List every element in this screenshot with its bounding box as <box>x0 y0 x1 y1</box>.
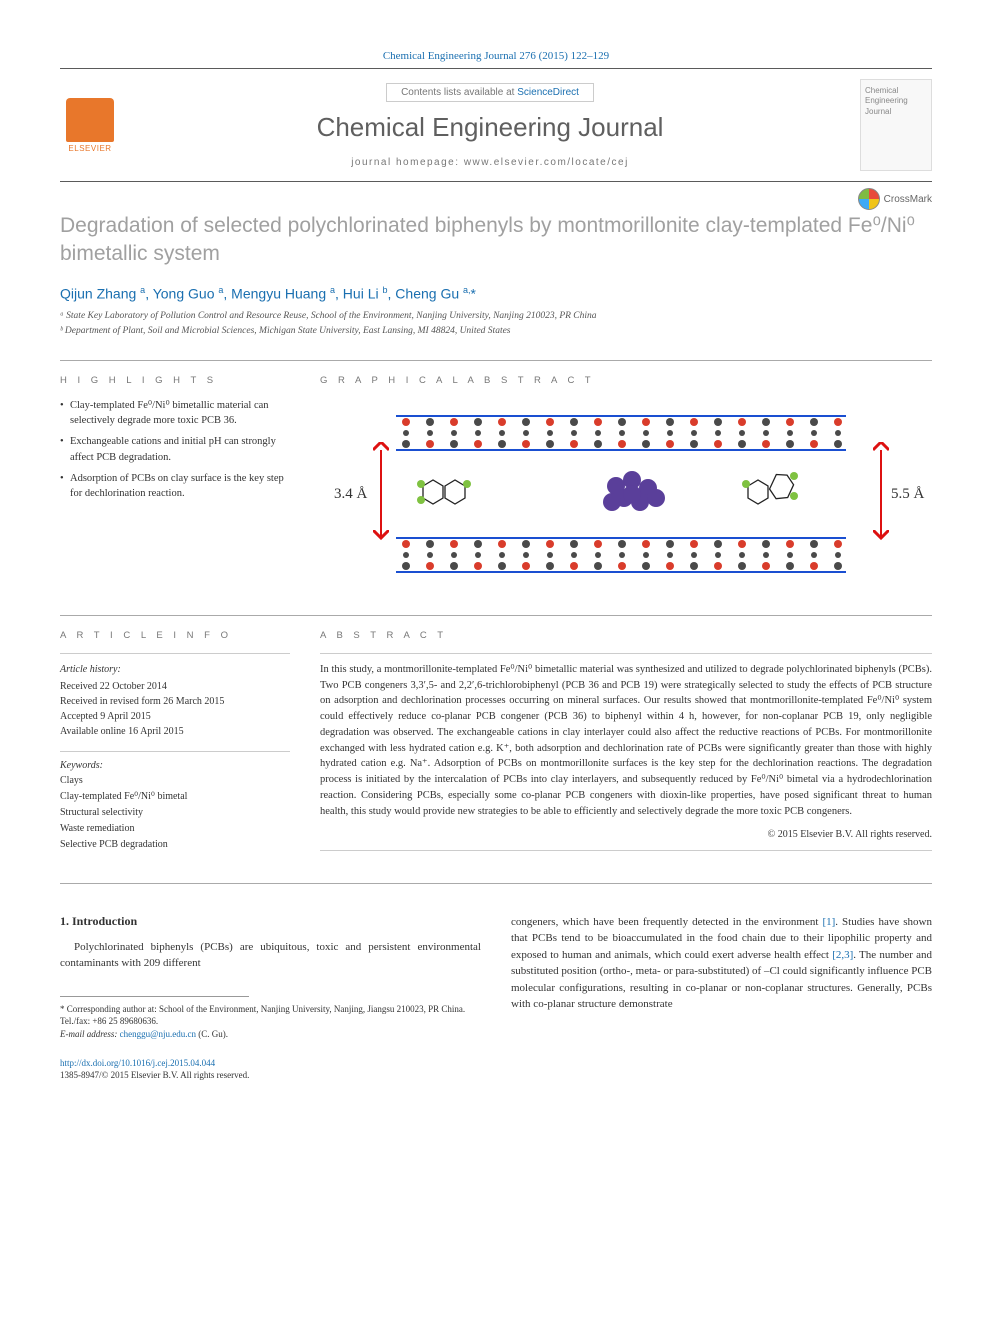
highlights-label: H I G H L I G H T S <box>60 375 290 386</box>
affiliations: ᵃ State Key Laboratory of Pollution Cont… <box>60 309 932 338</box>
keyword: Selective PCB degradation <box>60 837 290 853</box>
keyword: Structural selectivity <box>60 805 290 821</box>
doi-link[interactable]: http://dx.doi.org/10.1016/j.cej.2015.04.… <box>60 1058 215 1068</box>
graphical-abstract-figure: 3.4 Å 5.5 Å <box>320 398 932 593</box>
keyword: Waste remediation <box>60 821 290 837</box>
journal-header: ELSEVIER Contents lists available at Sci… <box>60 68 932 182</box>
keyword: Clay-templated Fe⁰/Ni⁰ bimetal <box>60 789 290 805</box>
crossmark-icon <box>858 188 880 210</box>
abstract-label: A B S T R A C T <box>320 630 932 641</box>
history-heading: Article history: <box>60 662 290 677</box>
article-info-section: A R T I C L E I N F O Article history: R… <box>60 630 290 853</box>
history-line: Received 22 October 2014 <box>60 679 290 694</box>
crossmark-badge[interactable]: CrossMark <box>858 188 932 210</box>
abstract-section: A B S T R A C T In this study, a montmor… <box>320 630 932 853</box>
highlights-section: H I G H L I G H T S Clay-templated Fe⁰/N… <box>60 375 290 593</box>
journal-cover-thumbnail: Chemical Engineering Journal <box>860 79 932 171</box>
right-gap-label: 5.5 Å <box>891 486 925 502</box>
keywords-heading: Keywords: <box>60 760 290 771</box>
highlight-item: Clay-templated Fe⁰/Ni⁰ bimetallic materi… <box>60 398 290 428</box>
article-info-label: A R T I C L E I N F O <box>60 630 290 641</box>
history-line: Available online 16 April 2015 <box>60 724 290 739</box>
graphical-abstract-label: G R A P H I C A L A B S T R A C T <box>320 375 932 386</box>
journal-name: Chemical Engineering Journal <box>136 112 844 143</box>
history-line: Received in revised form 26 March 2015 <box>60 694 290 709</box>
contents-available: Contents lists available at ScienceDirec… <box>386 83 594 102</box>
intro-heading: 1. Introduction <box>60 914 481 929</box>
email-link[interactable]: chenggu@nju.edu.cn <box>120 1029 196 1039</box>
affiliation-b: ᵇ Department of Plant, Soil and Microbia… <box>60 324 932 338</box>
journal-homepage: journal homepage: www.elsevier.com/locat… <box>136 157 844 168</box>
keyword: Clays <box>60 773 290 789</box>
citation-line: Chemical Engineering Journal 276 (2015) … <box>60 50 932 62</box>
sciencedirect-link[interactable]: ScienceDirect <box>517 87 579 98</box>
affiliation-a: ᵃ State Key Laboratory of Pollution Cont… <box>60 309 932 323</box>
history-line: Accepted 9 April 2015 <box>60 709 290 724</box>
author-list: Qijun Zhang a, Yong Guo a, Mengyu Huang … <box>60 285 932 302</box>
highlight-item: Adsorption of PCBs on clay surface is th… <box>60 471 290 501</box>
elsevier-logo: ELSEVIER <box>60 92 120 158</box>
corresponding-footnote: * Corresponding author at: School of the… <box>60 1003 481 1041</box>
intro-paragraph-continued: congeners, which have been frequently de… <box>511 914 932 1013</box>
abstract-text: In this study, a montmorillonite-templat… <box>320 662 932 820</box>
doi-block: http://dx.doi.org/10.1016/j.cej.2015.04.… <box>60 1057 481 1082</box>
highlight-item: Exchangeable cations and initial pH can … <box>60 434 290 464</box>
intro-paragraph: Polychlorinated biphenyls (PCBs) are ubi… <box>60 939 481 972</box>
left-gap-label: 3.4 Å <box>334 486 368 502</box>
abstract-copyright: © 2015 Elsevier B.V. All rights reserved… <box>320 829 932 840</box>
article-title: Degradation of selected polychlorinated … <box>60 212 932 269</box>
